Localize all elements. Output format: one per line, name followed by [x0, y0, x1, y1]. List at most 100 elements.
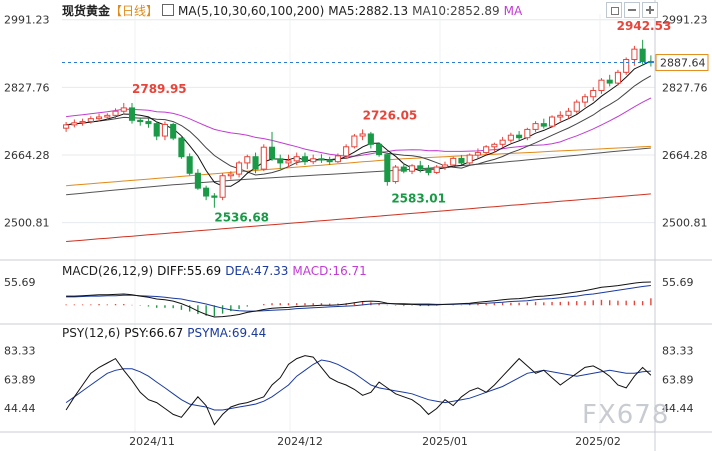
candle-body — [384, 154, 391, 183]
candle-body — [120, 107, 127, 112]
diff-value: DIFF:55.69 — [157, 264, 222, 278]
candle-body — [351, 135, 358, 148]
candle-body — [458, 157, 465, 164]
psy-header: PSY(12,6) PSY:66.67 PSYMA:69.44 — [62, 326, 270, 340]
price-tick-right: 2664.28 — [662, 149, 708, 162]
psyma-line — [65, 359, 651, 411]
time-tick: 2025/02 — [575, 435, 621, 448]
candle-body — [145, 121, 152, 125]
candle-body — [548, 116, 556, 127]
candle-body — [326, 159, 333, 163]
macd-params: MACD(26,12,9) — [62, 264, 154, 278]
candle-body — [153, 123, 160, 137]
candle-body — [260, 146, 267, 170]
candle-body — [285, 160, 292, 164]
annotations: 2789.95 2726.05 2942.53 2536.68 2583.01 — [132, 19, 671, 225]
price-annotation: 2726.05 — [363, 108, 418, 122]
price-annotation: 2583.01 — [391, 192, 446, 206]
last-price-box — [655, 54, 709, 72]
minus-icon[interactable] — [624, 2, 640, 18]
candle-body — [137, 119, 144, 123]
candle-body — [96, 116, 103, 120]
dea-line — [66, 285, 651, 312]
candle-body — [581, 96, 589, 103]
watermark: FX678 — [582, 400, 670, 430]
price-tick-left: 2664.28 — [4, 149, 50, 162]
candle-body — [441, 164, 449, 168]
candle-body — [433, 166, 440, 173]
ma-more: MA — [503, 4, 523, 18]
candle-body — [244, 156, 251, 164]
candle-body — [499, 139, 506, 145]
price-tick-left: 2827.76 — [4, 81, 50, 94]
candle-body — [252, 156, 259, 170]
psyma-value: PSYMA:69.44 — [187, 326, 267, 340]
axes: 2991.23 2991.23 2827.76 2827.76 2664.28 2664.… — [4, 14, 709, 448]
candle-body — [343, 146, 350, 157]
candle-body — [408, 165, 416, 172]
diff-line — [66, 281, 651, 318]
macd-value: MACD:16.71 — [292, 264, 367, 278]
candle-body — [128, 107, 136, 121]
time-tick: 2024/11 — [129, 435, 175, 448]
candle-body — [104, 114, 111, 118]
period-label[interactable]: 【日线】 — [110, 4, 159, 18]
candle-body — [186, 156, 193, 174]
psy-tick-right: 63.89 — [662, 373, 694, 386]
candle-body — [318, 158, 325, 161]
candle-body — [598, 79, 605, 92]
candle-body — [227, 173, 234, 177]
plus-icon[interactable] — [642, 2, 658, 18]
candle-body — [631, 48, 638, 61]
candle-body — [639, 48, 646, 63]
candle-body — [417, 165, 424, 170]
candle-body — [491, 143, 498, 148]
candle-body — [376, 143, 383, 156]
candle-body — [573, 101, 580, 112]
candle-body — [565, 110, 572, 116]
indicator-icon[interactable] — [162, 4, 175, 16]
candle-body — [606, 79, 613, 84]
candle-body — [178, 137, 185, 158]
price-tick-right: 2827.76 — [662, 81, 708, 94]
candle-body — [507, 134, 514, 141]
ma30-line — [66, 97, 652, 157]
psy-tick-left: 83.33 — [4, 345, 36, 358]
candle-body — [450, 157, 457, 166]
candle-body — [590, 90, 597, 98]
time-tick: 2025/01 — [422, 435, 468, 448]
candle-body — [524, 128, 531, 139]
candle-body — [614, 71, 621, 84]
candle-body — [466, 154, 473, 164]
ma10-value: MA10:2852.89 — [412, 4, 500, 18]
price-tick-right: 2500.81 — [662, 217, 708, 230]
candle-body — [219, 175, 226, 198]
candle-body — [112, 110, 119, 116]
price-tick-left: 2500.81 — [4, 217, 50, 230]
macd-panel — [65, 281, 652, 318]
candle-body — [474, 152, 481, 156]
ma10-line — [66, 75, 652, 176]
candle-body — [71, 122, 78, 126]
psy-panel — [65, 355, 652, 426]
price-tick-left: 2991.23 — [4, 14, 50, 27]
price-annotation: 2789.95 — [132, 82, 187, 96]
candle-body — [79, 121, 86, 124]
psy-tick-right: 83.33 — [662, 345, 694, 358]
candle-body — [367, 133, 374, 145]
candle-body — [516, 134, 523, 139]
macd-tick-right: 55.69 — [662, 276, 694, 289]
price-header: 现货黄金【日线】 MA(5,10,30,60,100,200) MA5:2882.1… — [62, 4, 526, 18]
psy-tick-left: 44.44 — [4, 402, 36, 415]
psy-tick-left: 63.89 — [4, 373, 36, 386]
candle-body — [236, 162, 243, 175]
square-icon[interactable] — [606, 2, 622, 18]
macd-tick-left: 55.69 — [4, 276, 36, 289]
ma5-value: MA5:2882.13 — [328, 4, 409, 18]
instrument-name: 现货黄金 — [62, 4, 111, 18]
ma100-line — [66, 147, 651, 196]
ma200-line — [66, 193, 651, 242]
candle-body — [203, 187, 210, 197]
